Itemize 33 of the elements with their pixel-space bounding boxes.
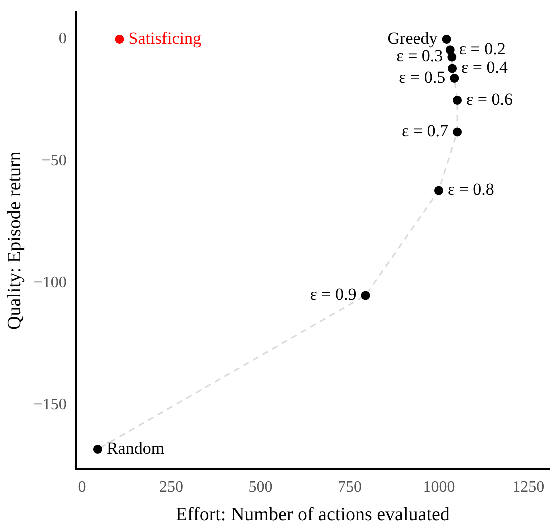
point: [453, 128, 462, 137]
point: [442, 34, 452, 44]
series-label: Satisficing: [128, 28, 202, 48]
point: [448, 64, 458, 74]
y-tick-label: 0: [58, 30, 67, 48]
point: [361, 291, 370, 300]
y-tick-label: −50: [42, 152, 67, 170]
annotation: ε = 0.5: [399, 68, 446, 87]
annotation: ε = 0.8: [448, 180, 494, 200]
point: [115, 34, 124, 44]
annotation: Greedy: [388, 28, 438, 48]
x-tick-label: 750: [338, 478, 362, 496]
annotation: Random: [106, 438, 165, 458]
annotation: ε = 0.2: [459, 40, 506, 59]
y-axis-title: Quality: Episode return: [4, 151, 26, 330]
point: [448, 52, 457, 62]
annotation: ε = 0.3: [396, 46, 444, 66]
annotation: ε = 0.6: [466, 90, 514, 109]
x-tick-label: 1250: [512, 478, 545, 496]
point: [450, 74, 460, 83]
x-tick-label: 250: [160, 478, 184, 496]
y-tick-label: −100: [34, 274, 67, 292]
annotation: ε = 0.9: [310, 285, 357, 304]
x-tick-label: 500: [248, 478, 273, 496]
point: [453, 96, 462, 105]
x-tick-label: 1000: [423, 478, 456, 496]
point: [93, 444, 102, 454]
annotation: ε = 0.7: [402, 122, 450, 141]
x-tick-label: 0: [78, 478, 86, 496]
y-tick-label: −150: [34, 396, 67, 414]
x-axis-title: Effort: Number of actions evaluated: [176, 504, 450, 526]
point: [434, 186, 444, 196]
annotation: ε = 0.4: [462, 58, 508, 78]
